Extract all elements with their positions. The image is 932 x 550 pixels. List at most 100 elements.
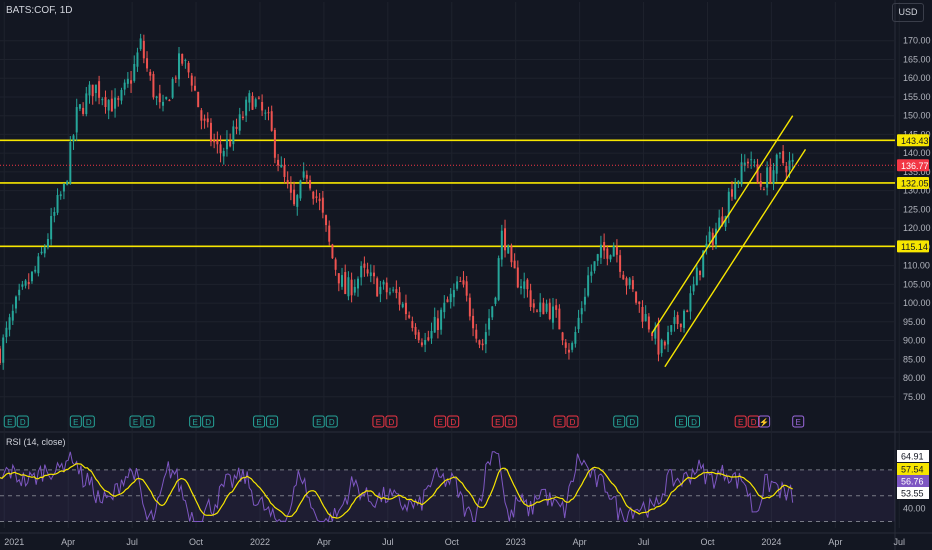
event-marker — [792, 415, 805, 428]
event-marker — [491, 415, 504, 428]
candle-body — [430, 330, 433, 339]
candle-body — [62, 184, 65, 192]
event-marker — [747, 415, 760, 428]
candle-body — [615, 246, 618, 255]
event-code: E — [256, 418, 261, 427]
candle-body — [152, 74, 155, 98]
candle-body — [369, 272, 372, 276]
candle-body — [53, 211, 56, 216]
candle-body — [724, 216, 727, 227]
candle-body — [321, 197, 324, 213]
candle-body — [232, 126, 235, 145]
time-tick-label: 2023 — [506, 537, 526, 547]
candle-body — [382, 281, 385, 285]
rsi-title: RSI (14, close) — [6, 437, 66, 447]
price-tick-label: 140.00 — [903, 148, 931, 158]
candle-body — [548, 302, 551, 320]
candle-body — [551, 306, 554, 323]
candle-body — [491, 306, 494, 318]
candle-body — [625, 278, 628, 286]
candle-body — [209, 122, 212, 142]
price-tick-label: 90.00 — [903, 336, 926, 346]
event-code: ⚡ — [759, 417, 769, 427]
candle-body — [110, 98, 113, 112]
candle-body — [667, 332, 670, 345]
rsi-ma-line — [0, 463, 793, 519]
event-code: E — [73, 418, 78, 427]
candle-body — [529, 290, 532, 307]
candle-body — [181, 53, 184, 64]
candle-body — [257, 97, 260, 99]
time-tick-label: Apr — [317, 537, 331, 547]
level-label: 115.14 — [901, 242, 928, 252]
time-tick-label: Oct — [700, 537, 715, 547]
event-code: E — [438, 418, 443, 427]
candle-body — [120, 89, 123, 101]
candle-body — [561, 332, 564, 341]
event-marker — [189, 415, 202, 428]
candle-body — [139, 38, 142, 50]
candle-body — [762, 189, 765, 191]
time-tick-label: Jul — [638, 537, 650, 547]
candle-body — [309, 180, 312, 189]
event-marker — [16, 415, 29, 428]
candle-body — [641, 306, 644, 322]
candle-body — [689, 293, 692, 312]
candle-body — [216, 139, 219, 145]
candle-body — [347, 277, 350, 297]
candle-body — [567, 349, 570, 353]
rsi-value-label: 53.55 — [901, 489, 924, 499]
candle-body — [443, 302, 446, 313]
event-code: D — [691, 418, 697, 427]
candle-body — [647, 316, 650, 330]
candle-body — [187, 62, 190, 73]
candle-body — [229, 141, 232, 147]
candle-body — [360, 265, 363, 278]
event-code: E — [376, 418, 381, 427]
rsi-value-label: 64.91 — [901, 452, 924, 462]
event-marker — [385, 415, 398, 428]
event-marker — [504, 415, 517, 428]
candle-body — [702, 250, 705, 278]
candle-body — [478, 340, 481, 345]
event-marker — [142, 415, 155, 428]
candle-body — [408, 315, 411, 318]
candle-body — [331, 244, 334, 259]
candle-body — [778, 152, 781, 154]
candle-body — [494, 297, 497, 304]
candle-body — [315, 196, 318, 198]
candle-body — [46, 239, 49, 248]
rsi-value-label: 56.76 — [901, 477, 924, 487]
candle-body — [117, 98, 120, 100]
candle-body — [213, 139, 216, 143]
candle-body — [673, 317, 676, 324]
candle-body — [312, 191, 315, 199]
candle-body — [775, 154, 778, 174]
candle-body — [401, 303, 404, 308]
candle-body — [622, 274, 625, 280]
candle-body — [772, 170, 775, 184]
candle-body — [24, 280, 27, 286]
trend-channel-line — [664, 149, 807, 368]
candle-body — [78, 104, 81, 109]
event-code: D — [205, 418, 211, 427]
time-tick-label: Jul — [126, 537, 138, 547]
candle-body — [366, 269, 369, 274]
candle-body — [510, 246, 513, 263]
candle-body — [91, 84, 94, 97]
candle-body — [293, 189, 296, 205]
level-label-bg — [897, 134, 929, 147]
currency-button[interactable]: USD — [892, 3, 924, 22]
trend-channel-line — [651, 115, 794, 334]
candle-body — [500, 230, 503, 260]
candle-body — [69, 142, 72, 184]
candle-body — [481, 343, 484, 346]
candle-body — [34, 269, 37, 272]
candle-body — [277, 159, 280, 166]
candle-body — [577, 317, 580, 330]
time-tick-label: Apr — [61, 537, 75, 547]
candle-body — [769, 166, 772, 183]
candle-body — [107, 100, 110, 111]
candle-body — [462, 280, 465, 285]
